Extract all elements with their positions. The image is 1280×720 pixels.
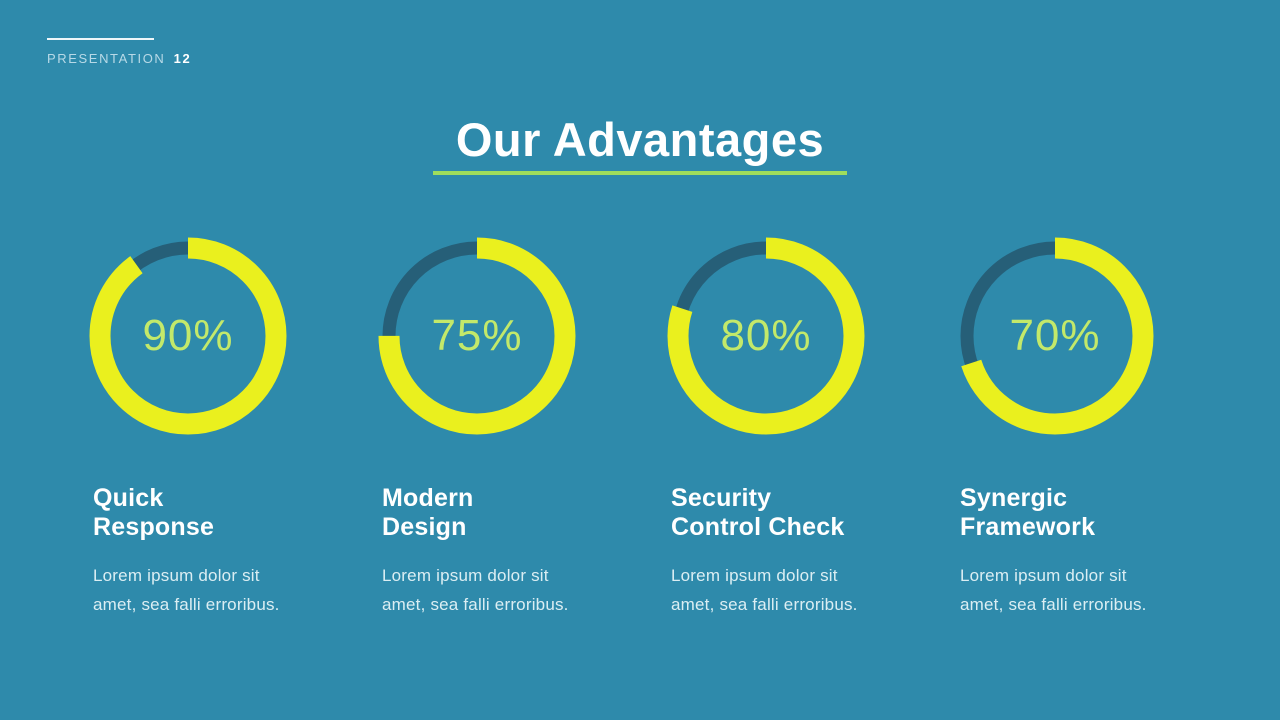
card-title-line: Modern xyxy=(382,484,474,512)
card-title: Security Control Check xyxy=(671,484,876,543)
progress-ring xyxy=(378,237,576,435)
title-underline xyxy=(433,171,847,175)
advantages-row: 90% Quick Response Lorem ipsum dolor sit … xyxy=(88,236,1165,619)
card-title: Synergic Framework xyxy=(960,484,1165,543)
page-number: 12 xyxy=(173,51,192,66)
card-description-line: Lorem ipsum dolor sit xyxy=(960,565,1127,585)
card-title-line: Response xyxy=(93,513,215,542)
card-description: Lorem ipsum dolor sit amet, sea falli er… xyxy=(960,561,1165,619)
card-description-line: amet, sea falli erroribus. xyxy=(382,594,569,614)
percent-label: 90% xyxy=(142,311,234,360)
card-title-line: Synergic xyxy=(960,484,1068,512)
card-title-line: Security xyxy=(671,484,772,512)
ring-meter xyxy=(378,237,576,435)
percent-label: 75% xyxy=(431,311,523,360)
progress-ring xyxy=(89,237,287,435)
card-description-line: Lorem ipsum dolor sit xyxy=(93,565,260,585)
percent-label: 80% xyxy=(720,311,812,360)
card-title-line: Design xyxy=(382,513,467,542)
ring-meter xyxy=(667,237,865,435)
percent-label: 70% xyxy=(1009,311,1101,360)
card-description-line: Lorem ipsum dolor sit xyxy=(671,565,838,585)
advantage-card-modern-design: 75% Modern Design Lorem ipsum dolor sit a… xyxy=(377,236,587,619)
card-description-line: amet, sea falli erroribus. xyxy=(93,594,280,614)
ring-meter xyxy=(89,237,287,435)
brand-label: PRESENTATION xyxy=(47,51,166,66)
page-title: Our Advantages xyxy=(455,113,825,166)
card-description: Lorem ipsum dolor sit amet, sea falli er… xyxy=(382,561,587,619)
progress-ring xyxy=(956,237,1154,435)
card-description-line: Lorem ipsum dolor sit xyxy=(382,565,549,585)
card-title-line: Framework xyxy=(960,513,1096,542)
card-description: Lorem ipsum dolor sit amet, sea falli er… xyxy=(671,561,876,619)
card-title: Modern Design xyxy=(382,484,587,543)
brand-block: PRESENTATION 12 xyxy=(47,38,191,66)
card-description-line: amet, sea falli erroribus. xyxy=(671,594,858,614)
card-title-line: Quick xyxy=(93,484,164,512)
progress-ring xyxy=(667,237,865,435)
brand-text: PRESENTATION 12 xyxy=(47,51,191,66)
card-title-line: Control Check xyxy=(671,513,845,542)
brand-rule xyxy=(47,38,154,40)
advantage-card-synergic-framework: 70% Synergic Framework Lorem ipsum dolor … xyxy=(955,236,1165,619)
card-title: Quick Response xyxy=(93,484,298,543)
ring-meter xyxy=(956,237,1154,435)
card-description: Lorem ipsum dolor sit amet, sea falli er… xyxy=(93,561,298,619)
advantage-card-security-control-check: 80% Security Control Check Lorem ipsum do… xyxy=(666,236,876,619)
advantage-card-quick-response: 90% Quick Response Lorem ipsum dolor sit … xyxy=(88,236,298,619)
card-description-line: amet, sea falli erroribus. xyxy=(960,594,1147,614)
